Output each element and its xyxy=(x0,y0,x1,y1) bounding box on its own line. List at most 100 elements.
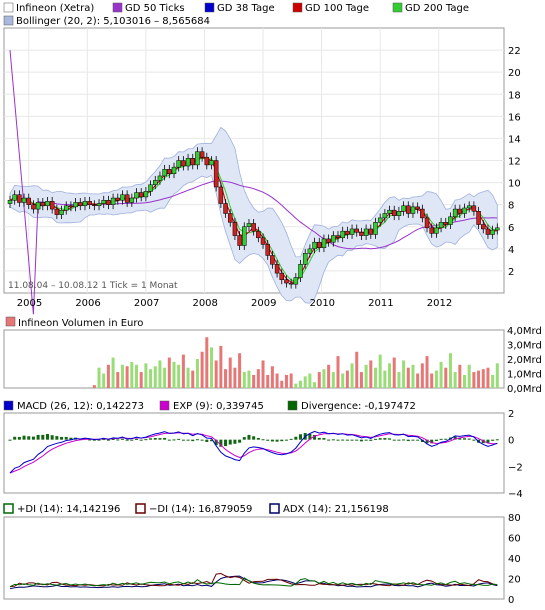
candle-body xyxy=(12,194,17,201)
volume-bar xyxy=(364,364,368,388)
candle-body xyxy=(143,191,149,198)
macd-divergence-bar xyxy=(467,438,471,440)
macd-divergence-bar xyxy=(8,439,12,441)
macd-legend-swatch xyxy=(3,400,14,411)
candle-body xyxy=(157,175,163,181)
price-y-tick: 8 xyxy=(508,201,514,212)
candle-body xyxy=(54,208,60,215)
candle-body xyxy=(424,217,430,229)
volume-bar xyxy=(233,367,237,388)
dmi-y-tick: 80 xyxy=(508,513,521,524)
volume-bar xyxy=(463,374,467,388)
volume-bar xyxy=(102,373,106,388)
price-y-tick: 18 xyxy=(508,90,521,101)
candle-body xyxy=(312,241,317,250)
volume-bar xyxy=(158,360,162,388)
candle-body xyxy=(7,200,13,204)
dmi-y-ticks: 0 20 40 60 80 xyxy=(508,513,521,606)
dmi-legend-label: +DI (14): 14,142196 xyxy=(17,504,120,515)
macd-divergence-bar xyxy=(116,439,120,441)
macd-divergence-bar xyxy=(219,439,223,447)
macd-divergence-bar xyxy=(392,439,396,441)
macd-divergence-bar xyxy=(378,438,382,440)
dmi-legend-swatch xyxy=(135,503,146,514)
candle-body xyxy=(45,201,50,207)
volume-bar xyxy=(97,367,101,388)
volume-y-tick: 1,0Mrd xyxy=(507,370,542,381)
macd-divergence-bar xyxy=(92,439,96,441)
volume-bar xyxy=(294,383,298,388)
candle-body xyxy=(420,208,425,219)
volume-bar xyxy=(209,347,213,388)
volume-bar xyxy=(153,366,157,388)
bollinger-label: Bollinger (20, 2): 5,103016 – 8,565684 xyxy=(16,16,210,27)
candle-body xyxy=(363,228,369,236)
volume-bar xyxy=(205,337,209,388)
macd-divergence-bar xyxy=(186,439,190,441)
volume-bar xyxy=(322,369,326,388)
dmi-y-tick: 0 xyxy=(508,595,514,606)
macd-divergence-bar xyxy=(458,438,462,440)
price-plot xyxy=(7,50,500,315)
macd-plot xyxy=(8,430,499,474)
volume-bar xyxy=(336,356,340,388)
volume-bar xyxy=(402,360,406,388)
candle-body xyxy=(153,180,158,186)
candle-body xyxy=(391,209,397,216)
macd-divergence-bar xyxy=(388,438,392,440)
candle-body xyxy=(199,151,205,158)
candle-body xyxy=(382,213,388,219)
candle-body xyxy=(237,235,242,246)
volume-bar xyxy=(228,357,232,388)
macd-divergence-bar xyxy=(331,439,335,441)
macd-divergence-bar xyxy=(205,439,209,442)
volume-bar xyxy=(420,363,424,388)
price-x-tick: 2008 xyxy=(192,298,217,309)
macd-divergence-bar xyxy=(313,434,317,440)
candle-body xyxy=(195,151,200,166)
macd-divergence-bar xyxy=(266,439,270,441)
candle-body xyxy=(21,197,27,203)
candle-body xyxy=(31,204,36,210)
volume-bar xyxy=(144,363,148,388)
macd-divergence-bar xyxy=(158,438,162,440)
candle-body xyxy=(406,205,411,214)
dmi-y-tick: 20 xyxy=(508,575,521,586)
macd-divergence-bar xyxy=(416,439,420,441)
dmi-y-tick: 40 xyxy=(508,554,521,565)
legend-label: Infineon (Xetra) xyxy=(16,3,94,14)
volume-bar xyxy=(397,372,401,388)
candle-body xyxy=(321,238,327,248)
volume-bar xyxy=(219,345,223,388)
candle-body xyxy=(485,228,491,235)
macd-divergence-bar xyxy=(317,437,321,440)
macd-divergence-bar xyxy=(406,439,410,442)
candle-body xyxy=(40,202,46,207)
volume-bar xyxy=(439,361,443,388)
candle-body xyxy=(377,217,383,223)
volume-bar xyxy=(378,354,382,388)
volume-bar xyxy=(373,367,377,388)
macd-divergence-bar xyxy=(135,438,139,440)
candle-body xyxy=(26,197,31,205)
candle-body xyxy=(260,237,266,245)
candle-body xyxy=(415,206,420,210)
price-x-tick: 2011 xyxy=(368,298,393,309)
candle-body xyxy=(387,209,392,214)
volume-bar xyxy=(270,366,274,388)
candle-body xyxy=(326,238,331,243)
volume-legend-swatch xyxy=(5,316,16,327)
volume-bar xyxy=(256,369,260,388)
macd-divergence-bar xyxy=(439,438,443,440)
macd-divergence-bar xyxy=(50,435,54,440)
volume-bar xyxy=(303,376,307,388)
price-y-tick: 6 xyxy=(508,223,514,234)
volume-plot xyxy=(92,337,499,388)
candle-body xyxy=(401,205,406,212)
volume-bar xyxy=(313,382,317,388)
candle-body xyxy=(124,194,130,203)
candle-body xyxy=(213,160,219,188)
macd-divergence-bar xyxy=(463,438,467,440)
